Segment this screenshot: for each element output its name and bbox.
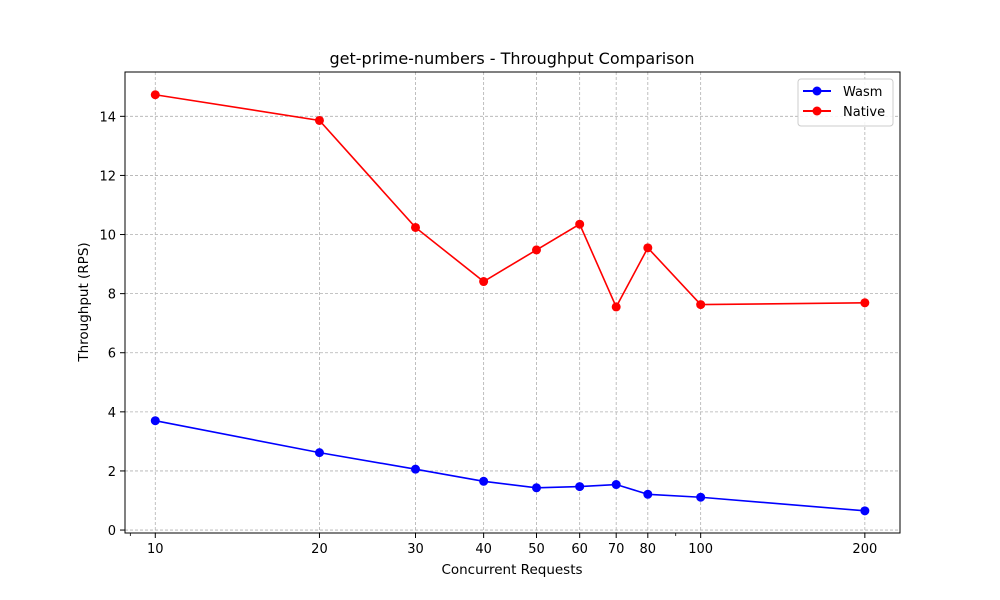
y-tick-label: 0 (108, 524, 116, 539)
x-tick-label: 10 (147, 542, 164, 557)
y-tick-label: 10 (99, 229, 116, 244)
data-point-wasm (531, 483, 541, 493)
x-tick-label: 30 (407, 542, 424, 557)
x-tick-label: 20 (311, 542, 328, 557)
data-point-native (150, 90, 160, 100)
series-line-native (155, 93, 865, 309)
data-point-wasm (410, 464, 420, 474)
y-tick-label: 14 (99, 110, 116, 125)
data-point-native (860, 298, 870, 308)
legend-marker-wasm (812, 86, 822, 96)
data-point-wasm (696, 492, 706, 502)
x-axis-title: Concurrent Requests (441, 562, 582, 578)
x-tick-label: 70 (608, 542, 625, 557)
y-tick-label: 4 (108, 406, 116, 421)
y-axis-title: Throughput (RPS) (76, 242, 92, 362)
y-tick-label: 2 (108, 465, 116, 480)
data-point-wasm (643, 489, 653, 499)
data-point-native (410, 222, 420, 232)
plot-area (125, 72, 900, 533)
data-point-wasm (575, 482, 585, 492)
x-tick-label: 40 (475, 542, 492, 557)
x-tick-label: 80 (640, 542, 657, 557)
legend-label-wasm: Wasm (843, 85, 882, 100)
data-point-wasm (479, 476, 489, 486)
data-point-native (314, 115, 324, 125)
x-tick-label: 50 (528, 542, 545, 557)
plot-frame (124, 71, 901, 534)
data-point-native (575, 219, 585, 229)
legend-marker-native (812, 106, 822, 116)
data-point-wasm (314, 448, 324, 458)
data-point-wasm (860, 506, 870, 516)
data-point-native (479, 277, 489, 287)
x-tick-label: 200 (852, 542, 877, 557)
data-point-native (696, 300, 706, 310)
data-point-native (531, 245, 541, 255)
x-tick-label: 100 (688, 542, 713, 557)
series-line-wasm (155, 419, 865, 512)
x-tick-label: 60 (571, 542, 588, 557)
y-tick-label: 12 (99, 169, 116, 184)
legend-label-native: Native (843, 105, 885, 120)
x-axis: 10 20 30 40 50 60 70 80 100 200 (129, 533, 877, 557)
data-point-native (643, 243, 653, 253)
chart-title: get-prime-numbers - Throughput Compariso… (330, 49, 695, 68)
y-tick-label: 8 (108, 288, 116, 303)
legend: Wasm Native (797, 78, 894, 127)
data-point-wasm (611, 480, 621, 490)
data-point-wasm (150, 416, 160, 426)
y-axis: 0 2 4 6 8 10 12 14 (99, 110, 125, 539)
y-tick-label: 6 (108, 347, 116, 362)
data-point-native (611, 302, 621, 312)
series (150, 90, 870, 516)
